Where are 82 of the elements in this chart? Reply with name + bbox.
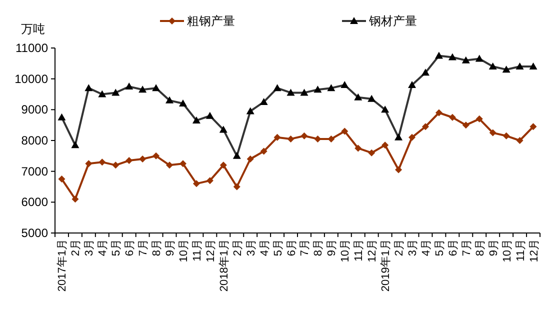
point: [85, 160, 92, 168]
point: [476, 115, 483, 122]
point: [422, 123, 429, 130]
point: [112, 162, 120, 169]
x-tick-label: 10月: [178, 239, 190, 262]
x-tick-label: 7月: [299, 239, 312, 256]
legend-label: 钢材产量: [368, 14, 417, 28]
x-tick-label: 12月: [528, 239, 540, 262]
x-tick-label: 4月: [420, 239, 432, 256]
x-tick-label: 2019年1月: [380, 239, 392, 292]
point: [408, 134, 416, 141]
point: [166, 162, 174, 169]
point: [220, 162, 227, 169]
point: [139, 156, 146, 162]
x-tick-label: 7月: [460, 239, 473, 256]
point: [98, 158, 106, 166]
legend-label: 粗钢产量: [187, 14, 235, 28]
x-tick-label: 8月: [312, 239, 325, 256]
x-tick-label: 8月: [151, 239, 164, 256]
point: [274, 134, 281, 141]
x-tick-label: 8月: [474, 239, 486, 256]
point: [502, 132, 510, 140]
x-tick-label: 10月: [340, 239, 352, 262]
x-tick-label: 5月: [110, 239, 123, 256]
x-tick-label: 7月: [138, 239, 150, 256]
x-tick-label: 11月: [353, 239, 366, 262]
point: [328, 135, 335, 142]
point: [516, 137, 524, 144]
y-tick-label: 7000: [21, 164, 48, 178]
point: [435, 109, 442, 116]
point: [395, 166, 402, 174]
point: [448, 114, 456, 121]
point: [206, 177, 214, 184]
point: [192, 180, 200, 188]
x-tick-label: 2月: [394, 239, 406, 256]
point: [354, 144, 362, 152]
point: [462, 122, 470, 129]
point: [246, 156, 254, 162]
point: [233, 183, 240, 190]
x-tick-label: 6月: [124, 239, 136, 256]
x-tick-label: 2017年1月: [56, 239, 69, 292]
point: [368, 149, 376, 156]
x-tick-label: 4月: [97, 239, 110, 256]
point: [179, 160, 186, 168]
x-tick-label: 9月: [164, 239, 177, 256]
point: [489, 129, 496, 136]
x-tick-label: 3月: [407, 239, 420, 256]
point: [382, 142, 389, 149]
x-tick-label: 2月: [232, 239, 244, 256]
y-tick-label: 6000: [21, 195, 48, 210]
y-tick-label: 9000: [21, 102, 48, 117]
point: [126, 157, 133, 164]
y-tick-label: 8000: [21, 134, 48, 148]
x-tick-label: 10月: [501, 239, 514, 262]
point: [152, 152, 160, 160]
point: [287, 135, 294, 142]
x-tick-label: 5月: [272, 239, 284, 256]
y-tick-label: 5000: [21, 226, 48, 240]
point: [58, 176, 66, 183]
x-tick-label: 12月: [366, 239, 379, 262]
point: [530, 123, 537, 130]
x-tick-label: 3月: [84, 239, 96, 256]
point: [72, 196, 79, 203]
x-tick-label: 9月: [488, 239, 500, 256]
x-tick-label: 9月: [326, 239, 338, 256]
y-axis-title: 万吨: [21, 22, 45, 36]
x-tick-label: 6月: [447, 239, 460, 256]
x-tick-label: 2月: [70, 239, 82, 256]
x-tick-label: 5月: [434, 239, 446, 256]
y-tick-label: 10000: [14, 72, 48, 86]
x-tick-label: 11月: [191, 239, 204, 262]
x-tick-label: 4月: [258, 239, 271, 256]
x-tick-label: 2018年1月: [218, 239, 230, 292]
point: [314, 135, 322, 142]
x-tick-label: 12月: [204, 239, 217, 262]
y-tick-label: 11000: [16, 41, 48, 55]
point: [300, 132, 308, 140]
x-tick-label: 11月: [514, 239, 527, 262]
x-tick-label: 3月: [245, 239, 258, 256]
point: [341, 128, 348, 135]
point: [260, 148, 268, 155]
x-tick-label: 6月: [286, 239, 298, 256]
